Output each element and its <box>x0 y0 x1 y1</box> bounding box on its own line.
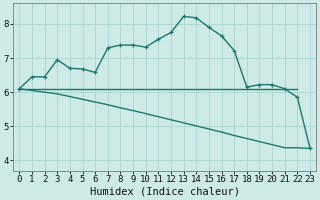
X-axis label: Humidex (Indice chaleur): Humidex (Indice chaleur) <box>90 187 240 197</box>
